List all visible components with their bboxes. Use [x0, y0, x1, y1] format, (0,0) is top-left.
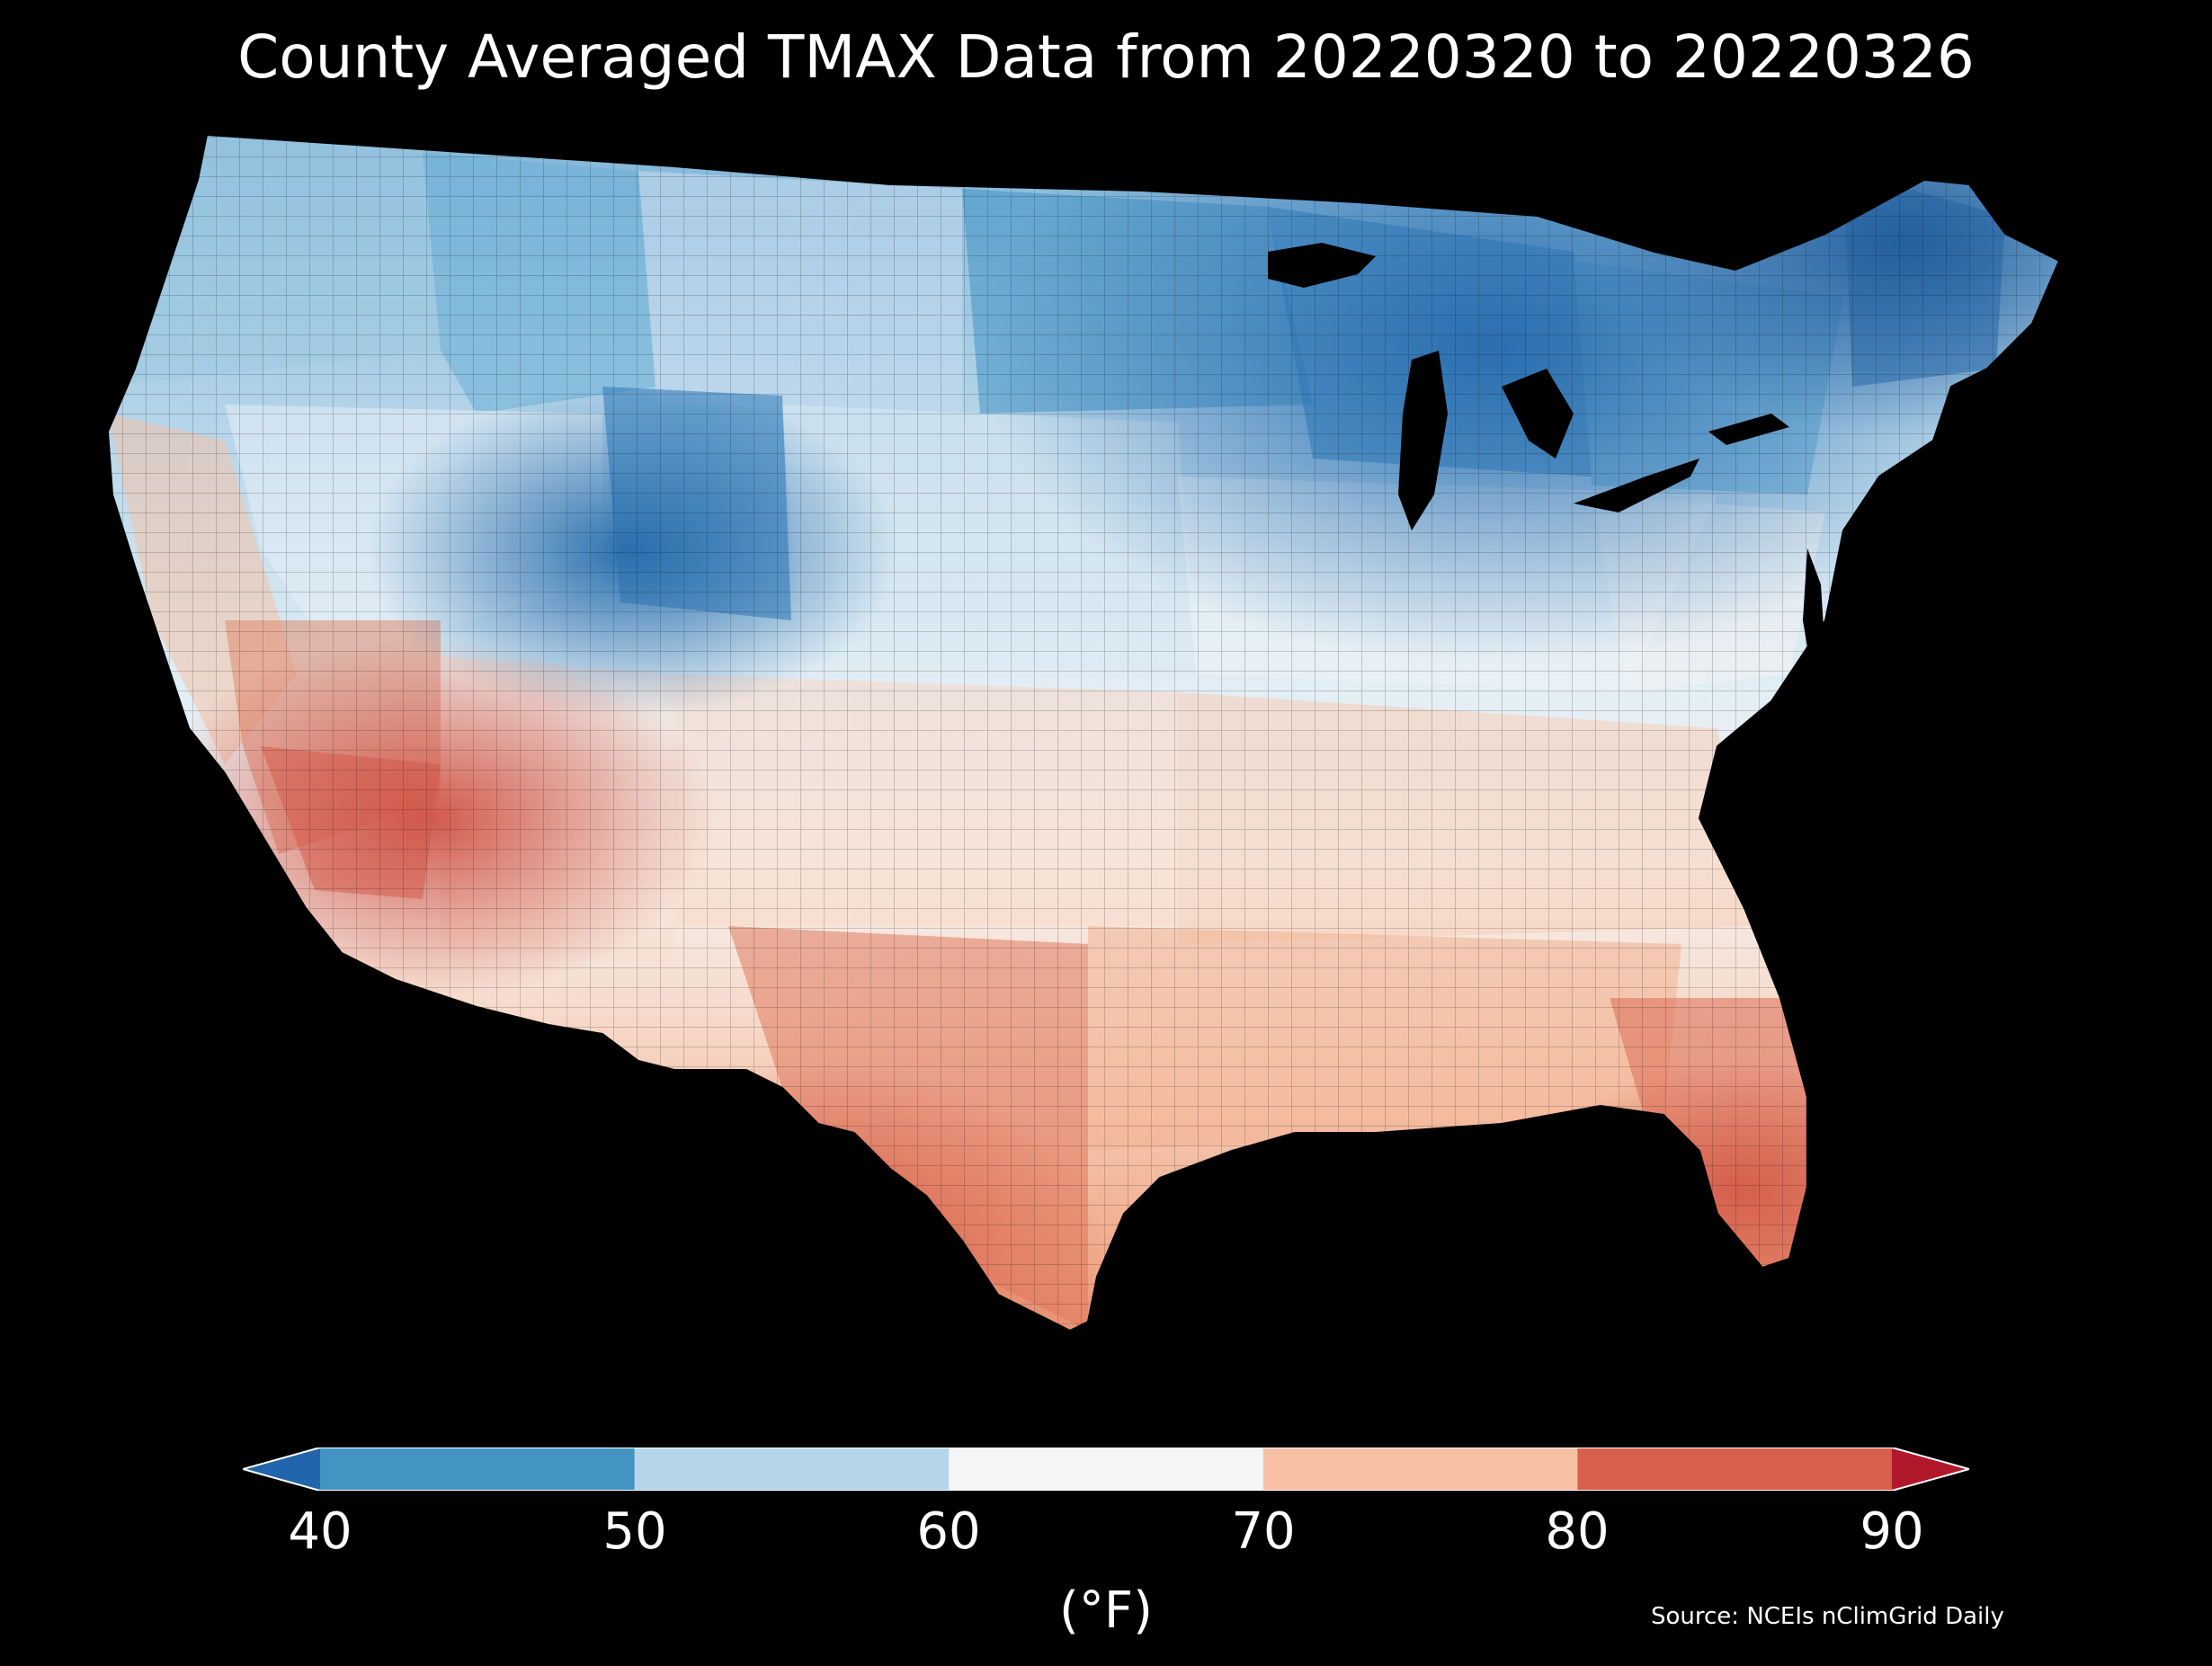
colorbar-bin-70-80	[1262, 1448, 1578, 1491]
colorbar-tick-80: 80	[1545, 1502, 1610, 1561]
lake-ontario	[1708, 414, 1789, 445]
lake-michigan	[1398, 351, 1448, 530]
colorbar	[243, 1448, 1969, 1491]
colorbar-unit-label: (°F)	[1059, 1581, 1153, 1640]
map-svg	[106, 133, 2061, 1332]
lake-superior	[1268, 243, 1376, 288]
great-lakes-water	[1268, 243, 1825, 674]
conus-county-map	[99, 117, 2149, 1394]
chesapeake-bay	[1803, 548, 1825, 674]
colorbar-tick-90: 90	[1860, 1502, 1924, 1561]
colorbar-bin-40-50	[320, 1448, 636, 1491]
county-boundaries	[108, 135, 2059, 1331]
colorbar-bin-50-60	[634, 1448, 950, 1491]
lake-huron	[1502, 369, 1574, 459]
us-outline	[106, 133, 2061, 1332]
colorbar-extend-low	[243, 1448, 320, 1491]
colorbar-svg	[243, 1448, 1969, 1491]
colorbar-tick-70: 70	[1231, 1502, 1296, 1561]
colorbar-tick-40: 40	[288, 1502, 352, 1561]
colorbar-extend-high	[1892, 1448, 1969, 1491]
lake-erie	[1574, 459, 1699, 512]
colorbar-bin-60-70	[949, 1448, 1264, 1491]
source-credit: Source: NCEIs nClimGrid Daily	[1651, 1603, 2004, 1630]
colorbar-tick-50: 50	[602, 1502, 667, 1561]
map-title: County Averaged TMAX Data from 20220320 …	[237, 22, 1975, 92]
colorbar-tick-60: 60	[916, 1502, 981, 1561]
colorbar-bin-80-90	[1577, 1448, 1893, 1491]
map-fill-layer	[108, 135, 2059, 1331]
